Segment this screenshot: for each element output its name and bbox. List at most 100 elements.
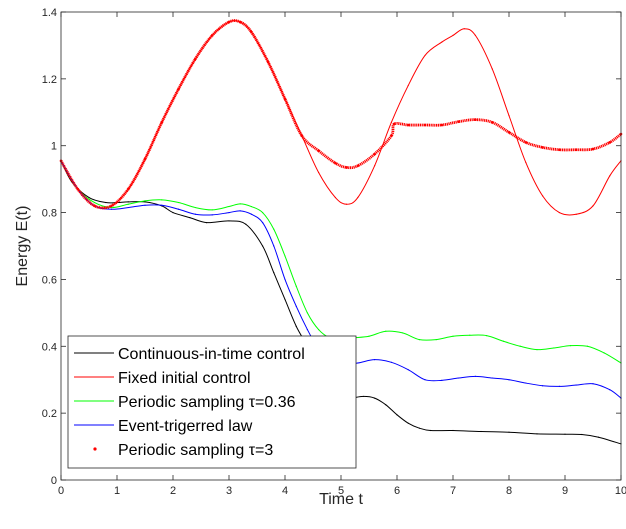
data-point-periodic-sampling-tau-0-36	[553, 347, 555, 349]
data-point-periodic-sampling-tau-0-36	[295, 285, 297, 287]
data-point-fixed-initial-control	[609, 175, 611, 177]
data-point-continuous-in-time-control	[396, 414, 398, 416]
data-point-continuous-in-time-control	[418, 427, 420, 429]
y-tick-label: 0	[51, 475, 57, 487]
data-point-periodic-sampling-tau-0-36	[418, 339, 420, 341]
data-point-periodic-sampling-tau-0-36	[273, 228, 275, 230]
data-point-periodic-sampling-tau-3	[266, 60, 270, 64]
y-tick-label: 0.8	[42, 208, 57, 220]
data-point-fixed-initial-control	[558, 211, 561, 214]
data-point-periodic-sampling-tau-0-36	[402, 332, 404, 334]
y-tick-label: 1.4	[42, 7, 57, 19]
data-point-fixed-initial-control	[424, 54, 426, 57]
data-point-periodic-sampling-tau-3	[524, 141, 528, 144]
data-point-event-trigerred-law	[441, 379, 443, 381]
data-point-continuous-in-time-control	[452, 429, 454, 432]
data-point-continuous-in-time-control	[273, 272, 275, 274]
data-point-continuous-in-time-control	[105, 201, 107, 204]
data-point-event-trigerred-law	[374, 359, 376, 361]
data-point-continuous-in-time-control	[385, 404, 387, 406]
data-point-periodic-sampling-tau-3	[160, 121, 164, 124]
data-point-continuous-in-time-control	[245, 223, 247, 225]
data-point-fixed-initial-control	[374, 165, 376, 167]
data-point-periodic-sampling-tau-0-36	[194, 206, 196, 209]
data-point-continuous-in-time-control	[508, 431, 510, 433]
data-point-event-trigerred-law	[592, 383, 594, 385]
data-point-periodic-sampling-tau-3	[345, 166, 348, 169]
data-point-periodic-sampling-tau-3	[406, 123, 410, 127]
data-point-event-trigerred-law	[295, 305, 297, 307]
data-point-continuous-in-time-control	[362, 395, 364, 398]
data-point-periodic-sampling-tau-3	[126, 187, 130, 191]
x-tick-label: 10	[615, 485, 626, 497]
data-point-event-trigerred-law	[407, 369, 409, 371]
series-layer	[59, 19, 623, 445]
y-tick-label: 0.2	[42, 408, 57, 420]
data-point-continuous-in-time-control	[189, 216, 191, 219]
data-point-periodic-sampling-tau-3	[300, 134, 304, 137]
y-axis: 0 0.2 0.4 0.6 0.8 1 1.2 1.4	[42, 7, 621, 487]
data-point-fixed-initial-control	[357, 196, 359, 199]
data-point-periodic-sampling-tau-3	[574, 148, 578, 152]
x-tick-label: 2	[170, 485, 176, 497]
data-point-fixed-initial-control	[407, 84, 409, 87]
data-point-periodic-sampling-tau-3	[283, 97, 287, 101]
data-point-event-trigerred-law	[161, 204, 163, 206]
data-point-periodic-sampling-tau-3	[390, 134, 393, 137]
data-point-continuous-in-time-control	[206, 222, 208, 224]
y-tick-label: 0.4	[42, 341, 57, 353]
data-point-event-trigerred-law	[525, 382, 527, 384]
data-point-event-trigerred-law	[508, 379, 510, 381]
data-point-periodic-sampling-tau-3	[474, 118, 477, 121]
data-point-fixed-initial-control	[491, 68, 493, 70]
data-point-periodic-sampling-tau-0-36	[239, 203, 241, 205]
legend-label: Periodic sampling τ=3	[118, 442, 273, 459]
legend-item-periodic-sampling-tau-3: Periodic sampling τ=3	[93, 442, 273, 459]
data-point-periodic-sampling-tau-3	[250, 30, 253, 34]
data-point-periodic-sampling-tau-0-36	[144, 200, 146, 202]
x-tick-label: 5	[338, 485, 344, 497]
data-point-periodic-sampling-tau-0-36	[250, 205, 252, 208]
data-point-continuous-in-time-control	[228, 220, 230, 222]
data-point-periodic-sampling-tau-0-36	[435, 339, 437, 341]
data-point-continuous-in-time-control	[144, 201, 146, 203]
data-point-continuous-in-time-control	[127, 201, 129, 203]
x-tick-label: 4	[282, 485, 288, 497]
data-point-event-trigerred-law	[491, 377, 493, 379]
data-point-fixed-initial-control	[441, 41, 443, 43]
data-point-periodic-sampling-tau-0-36	[211, 209, 213, 211]
data-point-continuous-in-time-control	[598, 436, 600, 438]
data-point-periodic-sampling-tau-0-36	[486, 334, 488, 337]
data-point-event-trigerred-law	[273, 245, 275, 247]
legend-swatch	[93, 447, 97, 451]
x-axis-title: Time t	[319, 491, 363, 508]
data-point-periodic-sampling-tau-3	[558, 148, 561, 152]
data-point-periodic-sampling-tau-0-36	[94, 201, 96, 204]
data-point-periodic-sampling-tau-3	[356, 164, 360, 168]
data-point-fixed-initial-control	[542, 195, 544, 197]
data-point-fixed-initial-control	[318, 171, 320, 174]
data-point-periodic-sampling-tau-0-36	[586, 345, 589, 347]
data-point-periodic-sampling-tau-0-36	[306, 312, 308, 314]
data-point-event-trigerred-law	[390, 361, 392, 363]
data-point-continuous-in-time-control	[295, 325, 297, 327]
data-point-fixed-initial-control	[592, 205, 594, 207]
data-point-periodic-sampling-tau-0-36	[368, 335, 370, 337]
x-tick-label: 6	[394, 485, 400, 497]
data-point-periodic-sampling-tau-3	[440, 123, 444, 127]
x-tick-label: 1	[114, 485, 120, 497]
data-point-periodic-sampling-tau-3	[457, 120, 460, 123]
legend-item-event-trigerred-law: Event-trigerred law	[74, 418, 253, 435]
legend-label: Event-trigerred law	[118, 418, 253, 435]
data-point-periodic-sampling-tau-3	[490, 121, 494, 124]
data-point-event-trigerred-law	[228, 211, 230, 214]
data-point-continuous-in-time-control	[284, 298, 286, 301]
data-point-periodic-sampling-tau-0-36	[452, 335, 454, 337]
x-tick-label: 7	[450, 485, 456, 497]
data-point-continuous-in-time-control	[480, 430, 482, 433]
legend-label: Periodic sampling τ=0.36	[118, 394, 296, 411]
data-point-event-trigerred-law	[609, 389, 611, 391]
x-tick-label: 8	[506, 485, 512, 497]
data-point-event-trigerred-law	[474, 375, 476, 377]
data-point-fixed-initial-control	[575, 213, 577, 215]
